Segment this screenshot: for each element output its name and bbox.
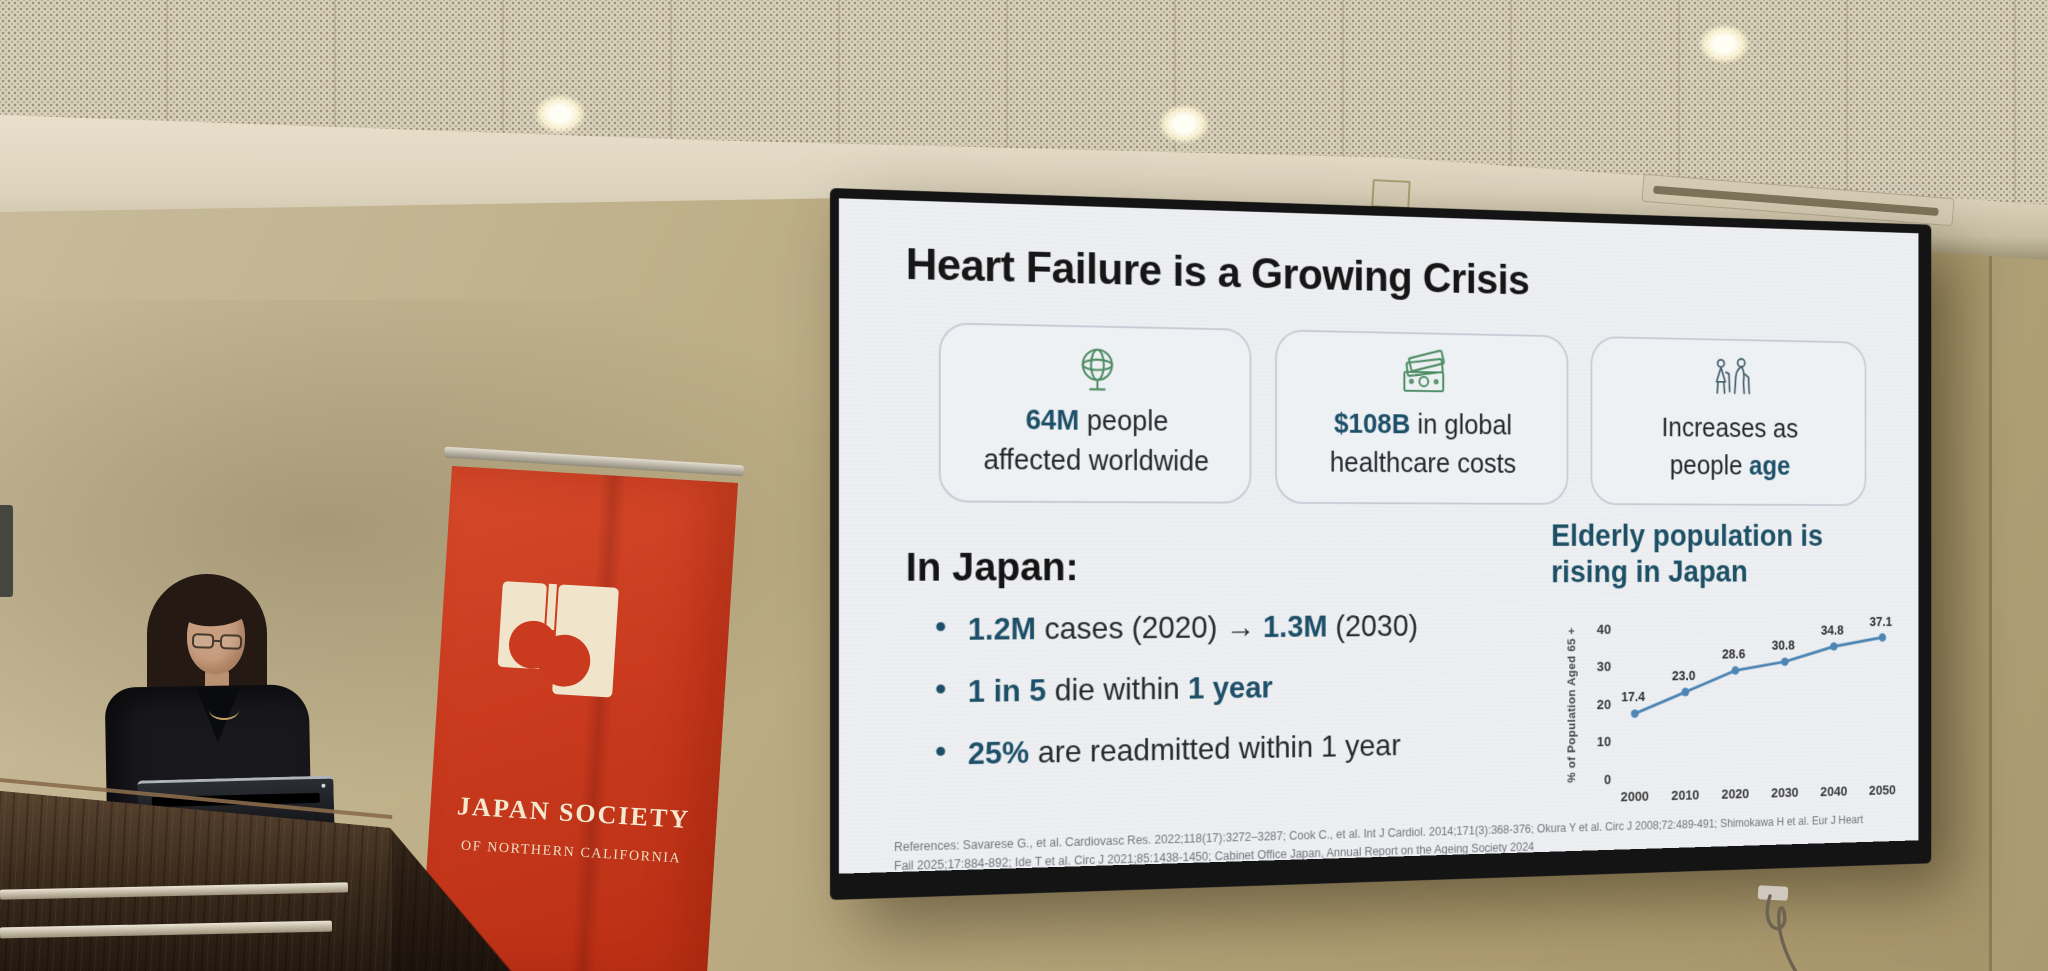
svg-text:30.8: 30.8 bbox=[1772, 639, 1795, 654]
svg-text:23.0: 23.0 bbox=[1672, 669, 1696, 684]
stat-card-worldwide: 64M people affected worldwide bbox=[938, 322, 1252, 504]
stat-card-line2: people age bbox=[1669, 451, 1791, 482]
svg-text:2010: 2010 bbox=[1671, 787, 1699, 803]
bullet-cases: 1.2M cases (2020) → 1.3M (2030) bbox=[933, 608, 1503, 648]
bullet-readmission: 25% are readmitted within 1 year bbox=[933, 726, 1503, 773]
presentation-screen: Heart Failure is a Growing Crisis 64M pe… bbox=[830, 188, 1932, 900]
ceiling-light bbox=[1698, 24, 1750, 64]
stat-card-line1: $108B in global bbox=[1334, 408, 1513, 442]
laptop-led bbox=[321, 783, 326, 788]
presenter-necklace bbox=[209, 700, 239, 720]
svg-text:2050: 2050 bbox=[1869, 782, 1896, 798]
logo-panel-tab bbox=[546, 583, 557, 631]
jsnc-circles-logo bbox=[496, 581, 637, 699]
ceiling-light bbox=[534, 94, 586, 134]
banner-crease bbox=[568, 474, 627, 971]
glasses-lens bbox=[219, 634, 243, 650]
stat-card-line1: 64M people bbox=[1025, 404, 1169, 438]
svg-text:10: 10 bbox=[1597, 734, 1611, 750]
presenter-glasses bbox=[191, 633, 245, 653]
svg-text:17.4: 17.4 bbox=[1621, 690, 1645, 705]
wall-sign-edge bbox=[0, 505, 13, 597]
banner-org-subtitle: OF NORTHERN CALIFORNIA bbox=[460, 838, 682, 867]
japan-society-banner: JAPAN SOCIETY OF NORTHERN CALIFORNIA bbox=[420, 466, 738, 971]
japan-bullet-list: 1.2M cases (2020) → 1.3M (2030) 1 in 5 d… bbox=[933, 608, 1503, 799]
stat-card-line2: affected worldwide bbox=[983, 444, 1210, 478]
svg-text:20: 20 bbox=[1597, 697, 1611, 713]
glasses-lens bbox=[191, 633, 215, 649]
svg-text:37.1: 37.1 bbox=[1869, 615, 1892, 630]
svg-text:34.8: 34.8 bbox=[1821, 624, 1844, 639]
svg-text:40: 40 bbox=[1597, 622, 1611, 638]
stat-card-age: Increases as people age bbox=[1590, 335, 1867, 507]
glasses-bridge bbox=[213, 639, 222, 643]
wall-corner-face bbox=[1992, 248, 2048, 971]
japan-section-heading: In Japan: bbox=[905, 544, 1079, 590]
stat-card-line2: healthcare costs bbox=[1329, 447, 1517, 480]
chart-title: Elderly population is rising in Japan bbox=[1551, 517, 1823, 589]
bullet-mortality: 1 in 5 die within 1 year bbox=[933, 667, 1503, 711]
svg-text:2030: 2030 bbox=[1771, 785, 1798, 801]
stat-cards-row: 64M people affected worldwide bbox=[938, 322, 1876, 508]
slide: Heart Failure is a Growing Crisis 64M pe… bbox=[838, 198, 1919, 874]
stat-card-line1: Increases as bbox=[1661, 413, 1799, 444]
svg-text:0: 0 bbox=[1604, 772, 1611, 788]
wall-corner bbox=[1989, 248, 1992, 971]
svg-text:2040: 2040 bbox=[1820, 784, 1847, 800]
svg-text:2020: 2020 bbox=[1722, 786, 1750, 802]
stat-card-costs: $108B in global healthcare costs bbox=[1275, 329, 1569, 505]
svg-text:28.6: 28.6 bbox=[1722, 647, 1745, 662]
svg-text:30: 30 bbox=[1597, 659, 1611, 675]
references-text: References: Savarese G., et al. Cardiova… bbox=[893, 813, 1864, 873]
slide-title: Heart Failure is a Growing Crisis bbox=[905, 238, 1530, 304]
screen-mount-bracket bbox=[1371, 179, 1411, 209]
ceiling-light bbox=[1158, 104, 1210, 144]
svg-text:% of Population Aged 65 +: % of Population Aged 65 + bbox=[1566, 627, 1578, 782]
banner-org-name: JAPAN SOCIETY bbox=[456, 791, 691, 835]
svg-text:2000: 2000 bbox=[1621, 789, 1649, 806]
screen-cable bbox=[1757, 885, 1798, 971]
